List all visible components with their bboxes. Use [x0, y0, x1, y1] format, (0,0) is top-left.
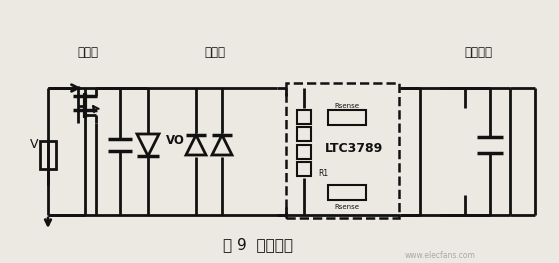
Polygon shape	[137, 134, 159, 156]
Bar	[297, 127, 311, 141]
Text: VO: VO	[166, 134, 185, 146]
Text: Rsense: Rsense	[334, 204, 359, 210]
Bar	[328, 110, 366, 125]
Bar	[297, 162, 311, 176]
Bar	[40, 141, 56, 169]
Text: 电源变换: 电源变换	[464, 47, 492, 59]
Text: 防浪涌: 防浪涌	[205, 47, 225, 59]
Text: 图 9  电路框图: 图 9 电路框图	[223, 237, 293, 252]
Text: 防反接: 防反接	[78, 47, 98, 59]
Polygon shape	[212, 135, 232, 155]
Text: www.elecfans.com: www.elecfans.com	[405, 250, 476, 260]
Text: LTC3789: LTC3789	[325, 141, 383, 154]
Text: V: V	[30, 139, 38, 151]
Text: Rsense: Rsense	[334, 103, 359, 109]
Bar	[286, 83, 399, 218]
Bar	[297, 110, 311, 124]
Bar	[297, 145, 311, 159]
Text: R1: R1	[318, 169, 328, 179]
Bar	[328, 185, 366, 200]
Polygon shape	[186, 135, 206, 155]
